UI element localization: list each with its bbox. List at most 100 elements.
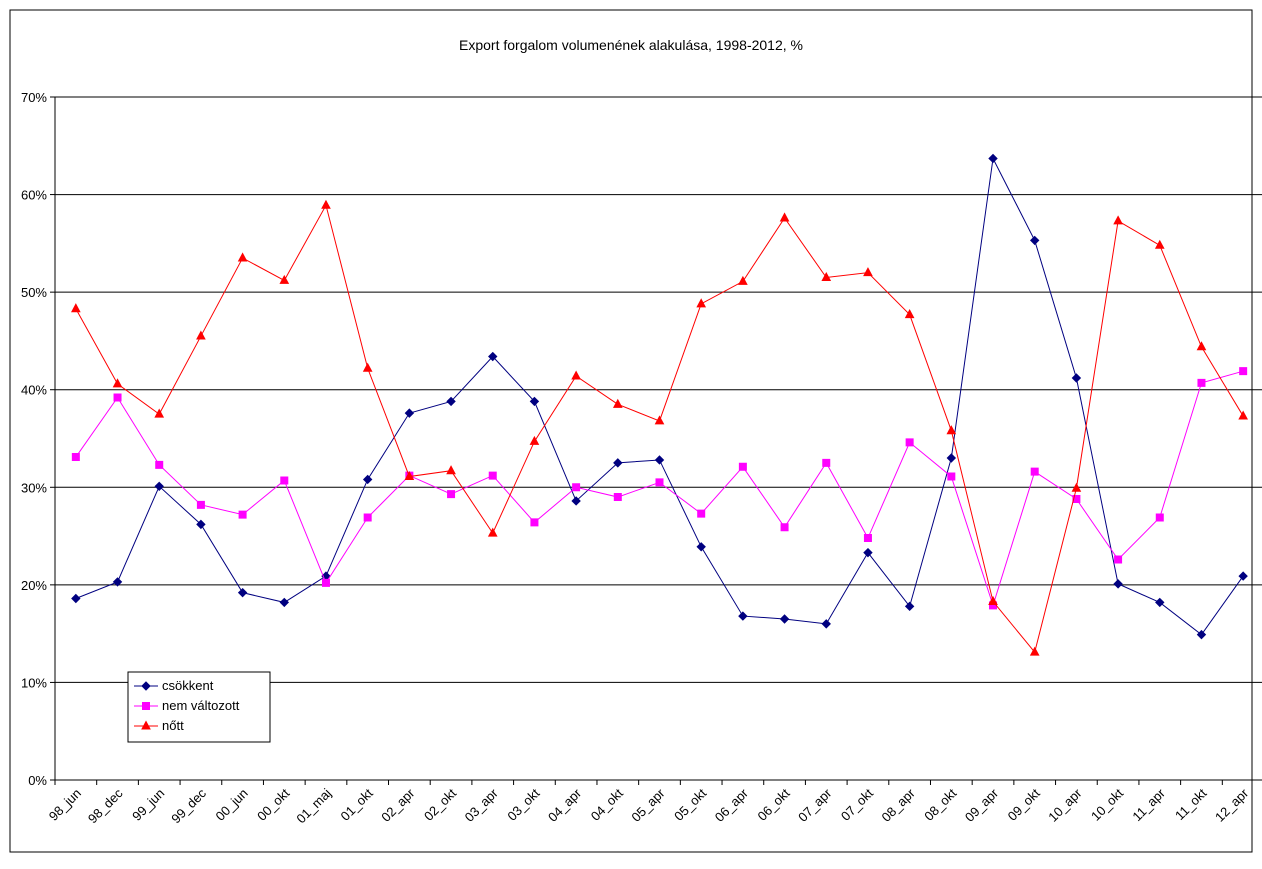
y-tick-label: 10% [21, 675, 47, 690]
marker [321, 199, 331, 209]
legend-label: nőtt [162, 718, 184, 733]
marker [863, 267, 873, 277]
marker [404, 408, 415, 418]
y-tick-label: 60% [21, 188, 47, 203]
marker [112, 378, 123, 388]
marker [1029, 235, 1040, 246]
marker [571, 496, 581, 506]
marker [446, 396, 456, 407]
marker [1029, 646, 1040, 656]
marker [654, 415, 665, 425]
y-tick-label: 40% [21, 383, 47, 398]
marker [1155, 597, 1165, 608]
marker [655, 478, 664, 487]
marker [780, 523, 789, 532]
marker [988, 595, 998, 605]
marker [779, 212, 790, 222]
marker [362, 362, 373, 372]
marker [141, 681, 151, 691]
marker [1196, 629, 1207, 640]
marker [71, 453, 80, 462]
marker [696, 542, 706, 552]
marker [988, 153, 998, 164]
y-tick-label: 70% [21, 90, 47, 105]
marker [863, 547, 873, 558]
marker [71, 593, 81, 604]
marker [1155, 513, 1164, 522]
marker [572, 483, 581, 492]
marker [822, 458, 831, 467]
marker [141, 720, 151, 730]
marker [279, 274, 290, 284]
marker [946, 453, 957, 463]
legend-label: csökkent [162, 678, 214, 693]
marker [904, 309, 915, 319]
marker [696, 298, 707, 308]
marker [1238, 571, 1248, 581]
marker [238, 510, 247, 519]
marker [530, 518, 539, 527]
marker [196, 500, 205, 509]
marker [529, 435, 540, 445]
marker [1197, 378, 1206, 387]
marker [1238, 410, 1248, 420]
marker [488, 351, 498, 362]
marker [904, 601, 915, 612]
marker [613, 493, 622, 502]
marker [863, 534, 872, 543]
marker [196, 330, 206, 340]
marker [280, 476, 289, 485]
marker [821, 271, 832, 282]
marker [905, 438, 914, 447]
marker [612, 398, 623, 408]
marker [654, 455, 665, 465]
marker [613, 458, 623, 468]
y-tick-label: 20% [21, 578, 47, 593]
y-tick-label: 30% [21, 480, 47, 495]
marker [821, 619, 831, 629]
marker [487, 527, 498, 537]
marker [1113, 579, 1123, 589]
marker [947, 472, 956, 481]
marker [279, 597, 290, 608]
marker [154, 408, 165, 418]
marker [529, 396, 540, 407]
marker [1239, 367, 1248, 376]
marker [362, 474, 373, 485]
marker [1071, 482, 1082, 492]
marker [1154, 239, 1165, 249]
marker [142, 702, 150, 710]
legend-box [127, 671, 271, 743]
marker [738, 462, 747, 471]
marker [363, 513, 372, 522]
marker [237, 587, 248, 598]
legend-label: nem változott [162, 698, 240, 713]
marker [113, 393, 122, 402]
marker [321, 578, 330, 587]
marker [488, 471, 497, 480]
y-tick-label: 0% [28, 773, 47, 788]
marker [237, 252, 248, 262]
marker [196, 519, 206, 530]
marker [1030, 467, 1039, 476]
marker [155, 460, 164, 469]
marker [738, 611, 748, 621]
marker [738, 275, 748, 285]
marker [946, 425, 957, 435]
marker [446, 465, 456, 475]
marker [447, 490, 456, 499]
marker [779, 614, 790, 624]
chart-title: Export forgalom volumenének alakulása, 1… [459, 37, 803, 53]
marker [1113, 215, 1123, 225]
marker [154, 481, 164, 492]
marker [1071, 373, 1082, 383]
marker [71, 303, 81, 313]
y-tick-label: 50% [21, 285, 47, 300]
marker [1196, 341, 1207, 351]
marker [112, 577, 123, 587]
marker [404, 470, 415, 481]
marker [697, 509, 706, 518]
marker [571, 370, 581, 380]
marker [1114, 555, 1123, 564]
